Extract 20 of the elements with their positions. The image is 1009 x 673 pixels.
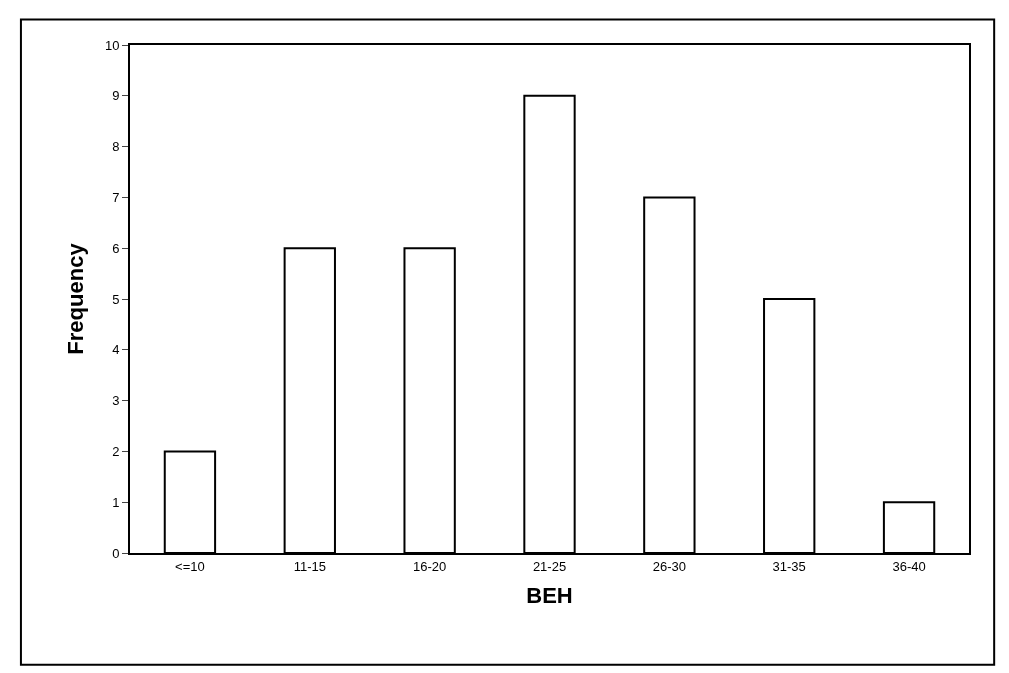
y-tick-label: 6 — [112, 240, 120, 256]
x-tick-label: 36-40 — [892, 558, 926, 574]
y-tick-label: 5 — [112, 291, 120, 307]
x-tick-label: <=10 — [175, 558, 205, 574]
x-tick-label: 26-30 — [652, 558, 686, 574]
x-tick-label: 16-20 — [413, 558, 447, 574]
y-tick-label: 7 — [112, 189, 120, 205]
y-tick-label: 2 — [112, 443, 120, 459]
y-tick-label: 1 — [112, 494, 120, 510]
y-tick-label: 0 — [112, 545, 120, 561]
y-tick-label: 10 — [104, 37, 120, 53]
y-tick-label: 9 — [112, 88, 120, 104]
y-tick-label: 3 — [112, 393, 120, 409]
y-tick-label: 4 — [112, 342, 120, 358]
x-axis-title: BEH — [526, 583, 573, 608]
x-tick-label: 11-15 — [293, 558, 326, 574]
x-tick-label: 21-25 — [532, 558, 567, 574]
y-tick-label: 8 — [112, 139, 120, 155]
x-tick-label: 31-35 — [772, 558, 806, 574]
y-axis-title: Frequency — [63, 242, 89, 355]
